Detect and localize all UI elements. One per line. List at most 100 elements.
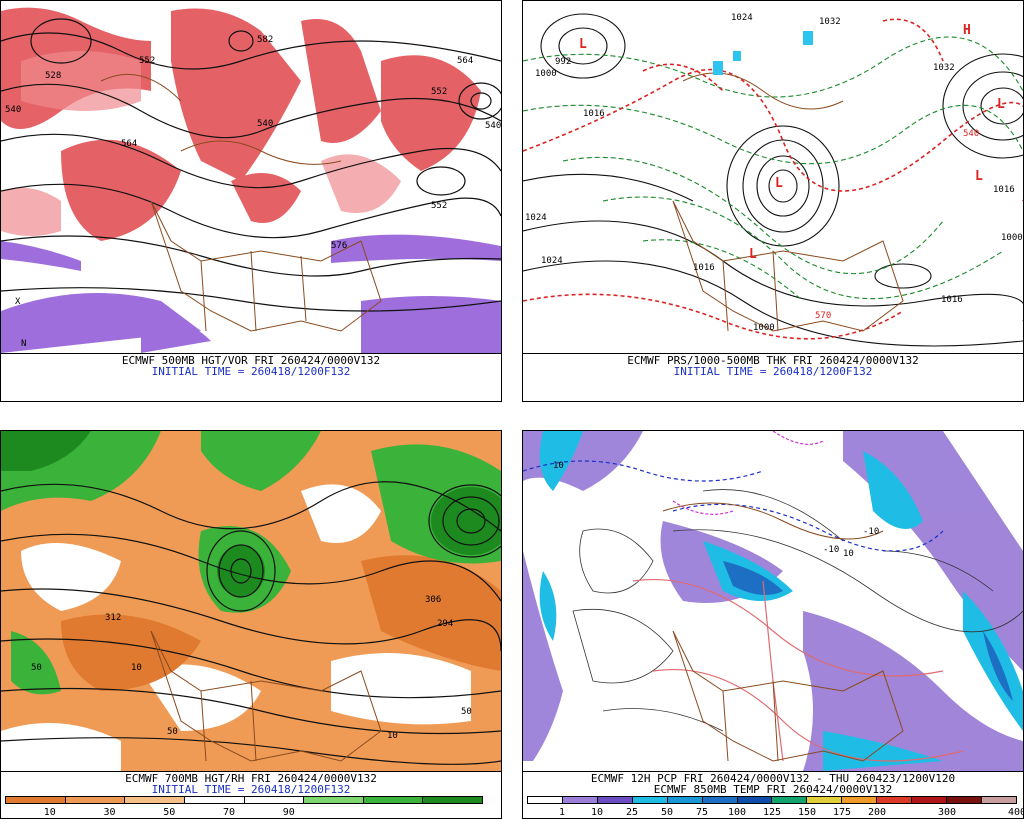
caption-initial-time: INITIAL TIME = 260418/1200F132 <box>151 365 351 378</box>
scale-color-segment <box>877 797 913 803</box>
isobar-label: 1000 <box>535 69 557 79</box>
scale-tick-label: 50 <box>163 807 176 818</box>
scale-color-segment <box>423 797 482 803</box>
low-pressure-marker: L <box>975 169 983 184</box>
temp-label: 10 <box>553 461 564 471</box>
rh-label: 50 <box>461 707 472 717</box>
scale-color-segment <box>632 797 668 803</box>
rh-color-scale: 10 30 50 70 90 <box>5 796 483 818</box>
height-label: 294 <box>437 619 454 629</box>
scale-tick-label: 1 <box>558 807 566 818</box>
isobar-label: 1024 <box>525 213 547 223</box>
scale-tick-label: 10 <box>590 807 604 818</box>
panel-pressure-thickness: 1024 1032 1032 992 1000 1016 1024 1016 1… <box>522 0 1024 402</box>
caption-initial-time: INITIAL TIME = 260418/1200F132 <box>673 365 873 378</box>
scale-tick-label: 125 <box>762 807 782 818</box>
precip-scale-ticks: 1 10 25 50 75 100 125 150 175 200 300 400 <box>527 807 1023 818</box>
height-label: 312 <box>105 613 122 623</box>
rh-scale-ticks: 10 30 50 70 90 <box>5 807 483 818</box>
low-pressure-marker: L <box>997 97 1005 112</box>
scale-color-segment <box>912 797 948 803</box>
scale-color-segment <box>363 797 424 803</box>
contour-label: 582 <box>257 35 274 45</box>
caption-line-2: ECMWF 850MB TEMP FRI 260424/0000V132 <box>653 783 893 796</box>
scale-tick-label: 150 <box>797 807 817 818</box>
scale-color-segment <box>737 797 773 803</box>
scale-color-segment <box>6 797 66 803</box>
thickness-label: 570 <box>815 311 832 321</box>
scale-color-segment <box>947 797 982 803</box>
scale-color-segment <box>842 797 878 803</box>
temp-label: -10 <box>823 545 840 555</box>
isobar-label: 1032 <box>933 63 955 73</box>
precip-color-scale: 1 10 25 50 75 100 125 150 175 200 300 400 <box>527 796 1023 818</box>
scale-tick-label: 400 <box>1007 807 1023 818</box>
panel-precip-850mb-temp: 10 -10 -10 10 ECMWF 12H PCP FRI 260424/0… <box>522 430 1024 819</box>
scale-tick-label: 70 <box>223 807 236 818</box>
caption-initial-time: INITIAL TIME = 260418/1200F132 <box>151 783 351 796</box>
scale-color-segment <box>667 797 703 803</box>
caption-line-1: ECMWF 700MB HGT/RH FRI 260424/0000V132 <box>125 772 377 785</box>
contour-label: 540 <box>257 119 274 129</box>
contour-label: 528 <box>45 71 62 81</box>
map-precip-temperature: 10 -10 -10 10 <box>523 431 1023 772</box>
contour-label: 564 <box>121 139 138 149</box>
contour-label: 552 <box>431 201 448 211</box>
low-pressure-marker: L <box>749 247 757 262</box>
scale-color-segment <box>304 797 364 803</box>
caption-line-1: ECMWF PRS/1000-500MB THK FRI 260424/0000… <box>627 354 919 367</box>
map-marker: X <box>15 297 21 307</box>
caption-line-1: ECMWF 12H PCP FRI 260424/0000V132 - THU … <box>590 772 956 785</box>
low-pressure-marker: L <box>775 176 783 191</box>
precip-color-bar <box>527 796 1017 804</box>
scale-tick-label: 100 <box>727 807 747 818</box>
low-pressure-marker: L <box>579 37 587 52</box>
scale-tick-label: 175 <box>832 807 852 818</box>
rh-color-bar <box>5 796 483 804</box>
height-label: 306 <box>425 595 442 605</box>
scale-color-segment <box>597 797 633 803</box>
map-500mb-vorticity: 528 552 540 582 564 552 540 540 564 576 … <box>1 1 501 354</box>
scale-tick-label: 30 <box>103 807 116 818</box>
isobar-label: 1000 <box>1001 233 1023 243</box>
isobar-label: 1000 <box>753 323 775 333</box>
panel-700mb-hgt-rh: 50 10 312 294 306 50 10 50 ECMWF 700MB H… <box>0 430 502 819</box>
isobar-label: 992 <box>555 57 572 67</box>
temp-label: 10 <box>843 549 854 559</box>
thickness-label: 540 <box>963 129 980 139</box>
isobar-label: 1016 <box>693 263 715 273</box>
isobar-label: 1016 <box>993 185 1015 195</box>
isobar-label: 1024 <box>731 13 753 23</box>
scale-tick-label: 25 <box>625 807 639 818</box>
scale-tick-label: 200 <box>867 807 887 818</box>
isobar-label: 1016 <box>941 295 963 305</box>
temp-label: -10 <box>863 527 880 537</box>
scale-color-segment <box>562 797 598 803</box>
scale-color-segment <box>125 797 185 803</box>
contour-label: 576 <box>331 241 348 251</box>
scale-tick-label: 50 <box>660 807 674 818</box>
map-700mb-humidity: 50 10 312 294 306 50 10 50 <box>1 431 501 772</box>
rh-label: 50 <box>31 663 42 673</box>
contour-label: 552 <box>139 56 156 66</box>
isobar-label: 1024 <box>541 256 563 266</box>
rh-label: 50 <box>167 727 178 737</box>
high-pressure-marker: H <box>963 23 971 38</box>
contour-label: 540 <box>5 105 22 115</box>
scale-color-segment <box>981 797 1016 803</box>
scale-tick-label: 10 <box>43 807 56 818</box>
scale-color-segment <box>244 797 305 803</box>
rh-label: 10 <box>131 663 142 673</box>
isobar-label: 1032 <box>819 17 841 27</box>
scale-color-segment <box>528 797 563 803</box>
map-pressure-thickness: 1024 1032 1032 992 1000 1016 1024 1016 1… <box>523 1 1023 354</box>
isobar-label: 1016 <box>583 109 605 119</box>
scale-tick-label: 75 <box>695 807 709 818</box>
scale-color-segment <box>807 797 843 803</box>
scale-color-segment <box>772 797 808 803</box>
contour-label: 552 <box>431 87 448 97</box>
scale-color-segment <box>702 797 738 803</box>
caption-line-1: ECMWF 500MB HGT/VOR FRI 260424/0000V132 <box>121 354 381 367</box>
panel-500mb-hgt-vor: 528 552 540 582 564 552 540 540 564 576 … <box>0 0 502 402</box>
scale-tick-label: 90 <box>282 807 295 818</box>
